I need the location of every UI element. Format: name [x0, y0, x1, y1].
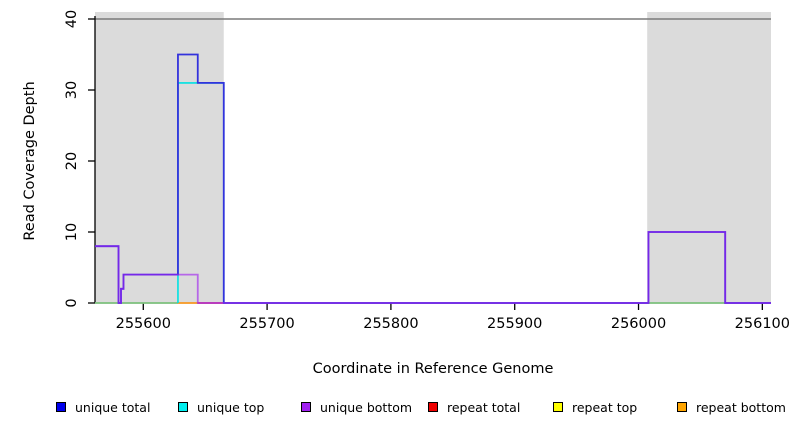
x-tick-label: 255600: [116, 316, 171, 332]
y-tick-label: 20: [64, 152, 80, 170]
repeat-region-left-shade: [95, 12, 224, 303]
y-axis-title: Read Coverage Depth: [22, 81, 38, 241]
series-line-unique-bottom: [95, 231, 771, 304]
x-tick-label: 255800: [363, 316, 418, 332]
x-tick-label: 255700: [239, 316, 294, 332]
x-tick-label: 256100: [735, 316, 790, 332]
x-tick-label: 255900: [487, 316, 542, 332]
x-axis-title: Coordinate in Reference Genome: [312, 361, 554, 377]
y-tick-label: 40: [64, 10, 80, 28]
y-tick-label: 0: [64, 298, 80, 307]
x-tick-label: 256000: [611, 316, 666, 332]
repeat-region-right-shade: [647, 12, 771, 303]
y-tick-label: 10: [64, 223, 80, 241]
y-tick-label: 30: [64, 81, 80, 99]
